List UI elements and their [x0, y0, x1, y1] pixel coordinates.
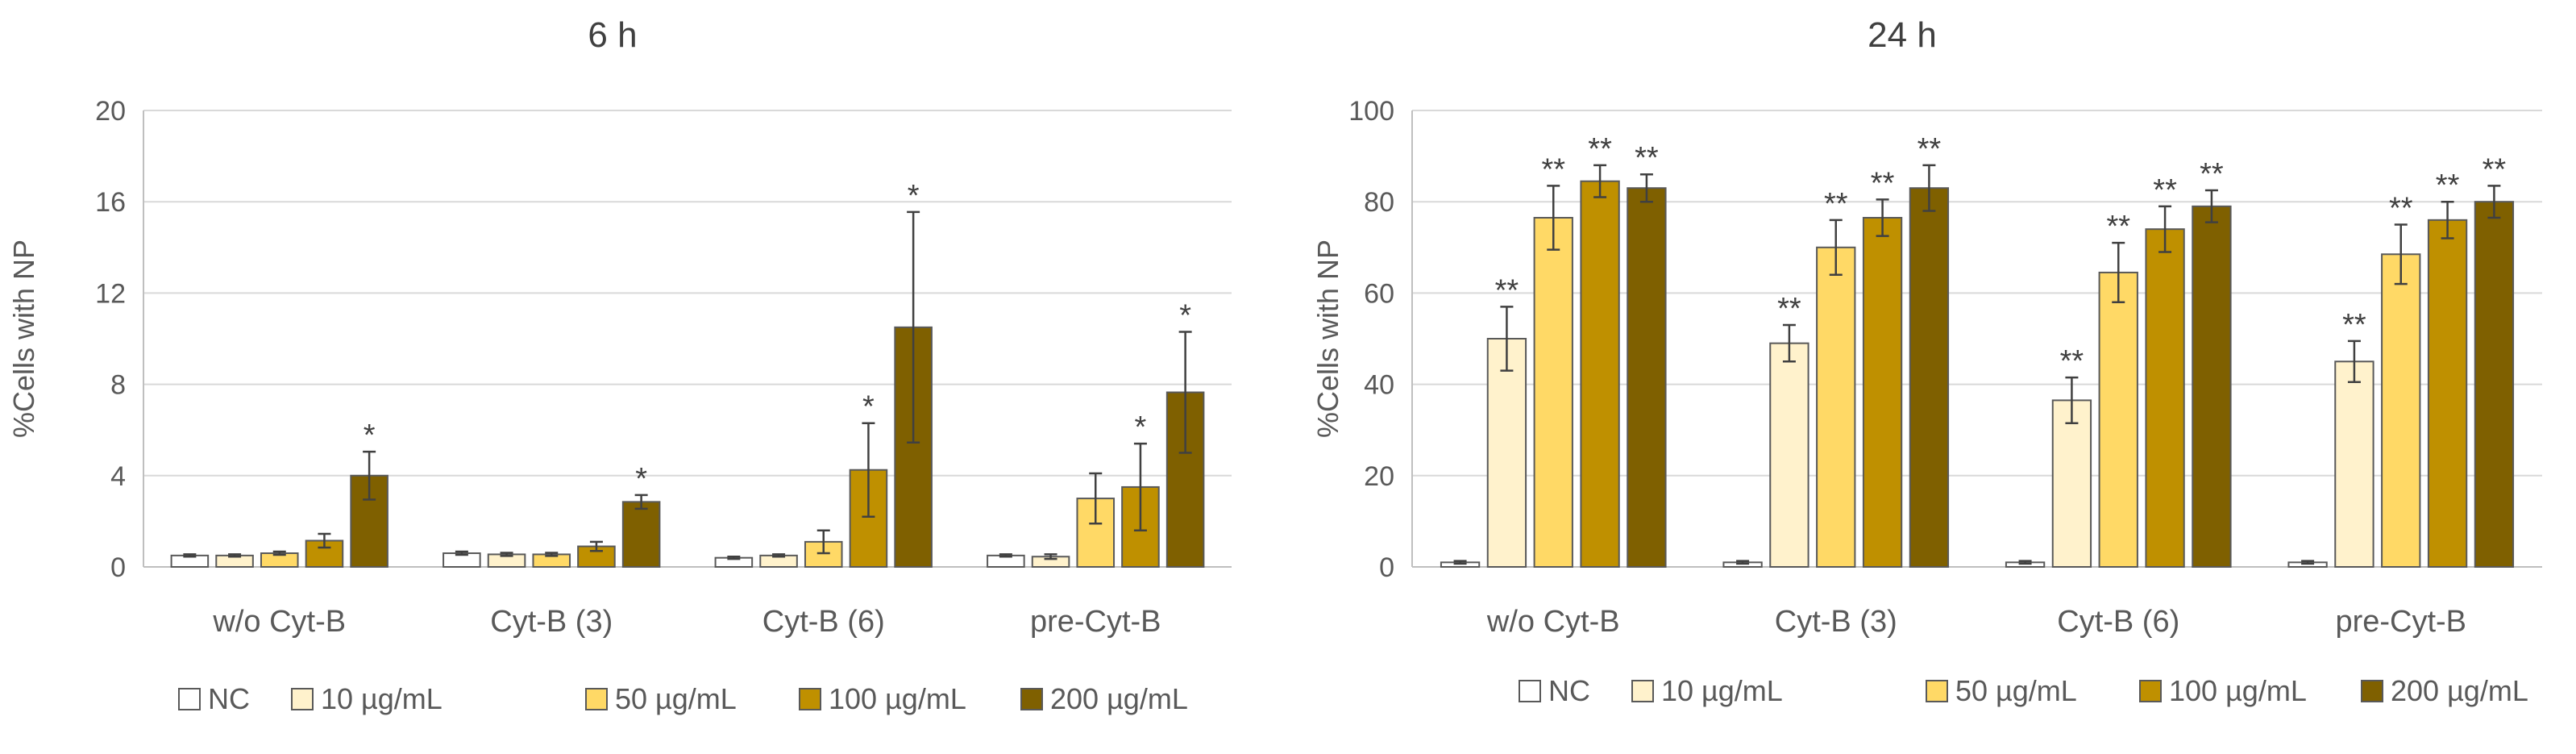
legend-swatch	[1926, 680, 1948, 702]
x-tick-label: Cyt-B (6)	[762, 605, 885, 639]
legend-label: 100 µg/mL	[829, 682, 966, 715]
bar	[1486, 338, 1527, 568]
bar	[2427, 219, 2468, 568]
legend-label: 200 µg/mL	[1050, 682, 1188, 715]
significance-label: **	[2342, 308, 2366, 342]
x-tick-label: pre-Cyt-B	[1030, 605, 1161, 639]
legend-label: NC	[1548, 674, 1590, 707]
legend-swatch	[799, 688, 821, 710]
x-tick-label: w/o Cyt-B	[1486, 605, 1620, 639]
significance-label: *	[908, 179, 920, 213]
y-tick-label: 0	[1379, 552, 1394, 583]
legend-swatch	[2139, 680, 2162, 702]
chart-title: 6 h	[588, 15, 637, 55]
significance-label: **	[2153, 173, 2177, 207]
significance-label: **	[1541, 152, 1565, 186]
legend-label: NC	[208, 682, 250, 715]
y-axis-label: %Cells with NP	[1311, 240, 1344, 438]
bar	[1909, 187, 1950, 568]
y-tick-label: 80	[1364, 187, 1394, 218]
legend-swatch	[1020, 688, 1043, 710]
legend-label: 10 µg/mL	[321, 682, 442, 715]
legend-swatch	[2361, 680, 2383, 702]
legend-swatch	[1631, 680, 1654, 702]
significance-label: **	[1871, 166, 1895, 200]
bar	[2098, 271, 2138, 568]
significance-label: *	[1179, 299, 1191, 333]
significance-label: **	[2483, 152, 2507, 186]
x-tick-label: Cyt-B (3)	[490, 605, 613, 639]
bar	[2192, 205, 2232, 569]
y-tick-label: 0	[110, 552, 126, 583]
bar	[1816, 246, 1856, 568]
significance-label: *	[364, 419, 376, 452]
significance-label: **	[1824, 187, 1848, 221]
significance-label: **	[1495, 273, 1519, 307]
legend-swatch	[291, 688, 314, 710]
legend-label: 50 µg/mL	[1955, 674, 2077, 707]
y-tick-label: 8	[110, 370, 126, 401]
chart-0: 6 h 0 4 8 12 16 20 %Cells with NP * w/o Cyt-B * Cyt…	[7, 15, 1232, 715]
bar	[2381, 253, 2421, 568]
bar	[2051, 399, 2092, 568]
legend-swatch	[585, 688, 608, 710]
significance-label: **	[1917, 132, 1942, 166]
bar	[2334, 360, 2374, 568]
legend-label: 10 µg/mL	[1661, 674, 1783, 707]
y-tick-label: 4	[110, 461, 126, 492]
legend-label: 50 µg/mL	[615, 682, 737, 715]
chart-1: 24 h 0 20 40 60 80 100 %Cells with NP ** ** ** ** w/…	[1311, 15, 2542, 707]
x-tick-label: w/o Cyt-B	[212, 605, 346, 639]
legend-swatch	[178, 688, 201, 710]
significance-label: **	[2106, 210, 2130, 244]
bar	[621, 501, 661, 568]
significance-label: *	[862, 390, 875, 424]
y-tick-label: 60	[1364, 278, 1394, 309]
significance-label: **	[2436, 169, 2460, 202]
y-tick-label: 20	[1364, 461, 1394, 492]
significance-label: **	[1777, 292, 1801, 326]
legend-label: 200 µg/mL	[2391, 674, 2528, 707]
significance-label: **	[1588, 132, 1612, 166]
x-tick-label: pre-Cyt-B	[2335, 605, 2466, 639]
legend-swatch	[1519, 680, 1541, 702]
significance-label: **	[1635, 141, 1659, 175]
bar	[1533, 217, 1573, 568]
significance-label: *	[1135, 410, 1147, 444]
significance-label: **	[2200, 157, 2224, 191]
x-tick-label: Cyt-B (3)	[1775, 605, 1897, 639]
significance-label: **	[2389, 192, 2413, 226]
bar	[1627, 187, 1667, 568]
x-tick-label: Cyt-B (6)	[2057, 605, 2179, 639]
significance-label: **	[2060, 344, 2084, 378]
y-tick-label: 20	[95, 96, 126, 127]
significance-label: *	[635, 462, 647, 496]
y-tick-label: 100	[1348, 96, 1394, 127]
y-axis-label: %Cells with NP	[7, 240, 40, 438]
bar	[1580, 180, 1620, 568]
chart-title: 24 h	[1868, 15, 1937, 55]
y-tick-label: 16	[95, 187, 126, 218]
legend-label: 100 µg/mL	[2169, 674, 2307, 707]
bar	[1862, 217, 1903, 568]
y-tick-label: 12	[95, 278, 126, 309]
y-tick-label: 40	[1364, 370, 1394, 401]
bar	[2145, 228, 2185, 568]
bar	[1769, 342, 1809, 568]
bar	[2474, 201, 2515, 568]
